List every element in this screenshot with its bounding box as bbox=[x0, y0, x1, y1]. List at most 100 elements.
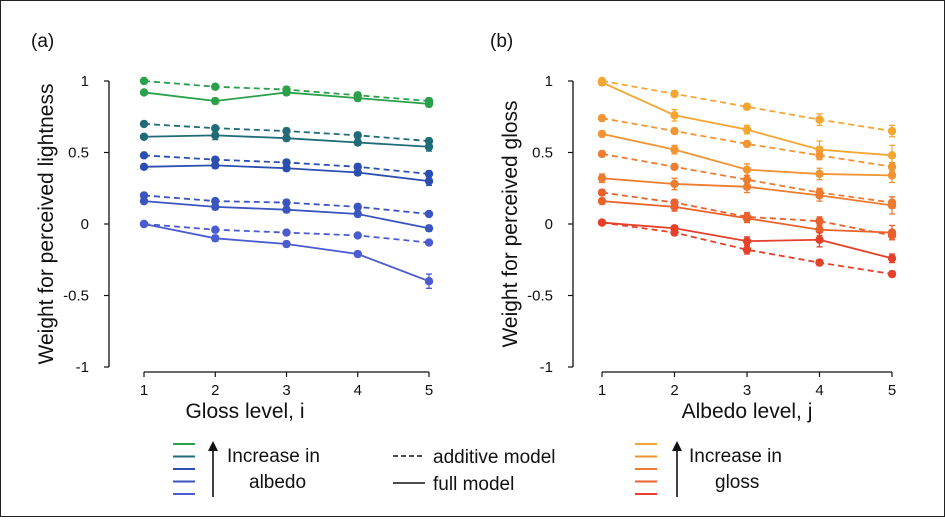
data-point bbox=[887, 269, 897, 279]
data-point bbox=[815, 216, 824, 226]
data-point bbox=[597, 78, 607, 87]
panel-a-ticks: 1 0.5 0 -0.5 -1 1 2 3 4 5 bbox=[63, 73, 433, 399]
panel-a-label: (a) bbox=[31, 31, 54, 52]
data-point bbox=[211, 234, 220, 243]
series-full bbox=[597, 173, 897, 215]
data-point bbox=[211, 123, 220, 133]
data-point bbox=[211, 82, 220, 91]
legend-gloss-text-1: Increase in bbox=[689, 446, 782, 467]
data-point bbox=[139, 76, 149, 86]
y-tick-label: -0.5 bbox=[63, 288, 89, 305]
data-point bbox=[815, 169, 824, 179]
series-full bbox=[597, 78, 897, 167]
series-full bbox=[139, 196, 434, 233]
data-point bbox=[139, 119, 149, 129]
data-point bbox=[742, 182, 752, 192]
y-tick-label: -1 bbox=[540, 359, 553, 376]
data-point bbox=[597, 174, 607, 183]
data-point bbox=[887, 126, 897, 136]
data-point bbox=[815, 191, 824, 200]
x-tick-label: 2 bbox=[670, 382, 678, 399]
x-tick-label: 2 bbox=[211, 382, 219, 399]
data-point bbox=[353, 138, 362, 147]
data-point bbox=[815, 258, 824, 267]
y-tick-label: 0 bbox=[545, 216, 553, 233]
data-point bbox=[887, 201, 897, 210]
data-point bbox=[597, 188, 607, 197]
data-point bbox=[211, 202, 220, 212]
x-tick-label: 3 bbox=[743, 382, 751, 399]
data-point bbox=[353, 93, 362, 103]
legend-albedo-swatches bbox=[173, 443, 195, 495]
panel-b: (b) 1 0.5 0 -0.5 -1 1 2 3 4 5 Albedo level, j Wei… bbox=[490, 31, 897, 423]
data-point bbox=[424, 238, 434, 247]
legend-gloss-text-2: gloss bbox=[715, 472, 759, 493]
series-full bbox=[139, 161, 434, 187]
data-point bbox=[670, 111, 679, 120]
data-point bbox=[353, 231, 362, 240]
data-point bbox=[139, 162, 149, 171]
y-tick-label: 1 bbox=[545, 73, 553, 90]
data-point bbox=[670, 126, 679, 136]
data-point bbox=[139, 219, 149, 229]
series-line bbox=[601, 221, 893, 275]
panel-b-ylabel: Weight for perceived gloss bbox=[499, 100, 522, 347]
data-point bbox=[670, 179, 679, 189]
y-tick-label: -0.5 bbox=[527, 288, 553, 305]
data-point bbox=[887, 162, 897, 171]
legend-gloss-arrow bbox=[672, 441, 682, 497]
legend: Increase in albedo additive model full m… bbox=[173, 441, 782, 497]
data-point bbox=[742, 175, 752, 184]
data-point bbox=[282, 205, 291, 214]
data-point bbox=[742, 165, 752, 174]
series-full bbox=[597, 196, 897, 241]
data-point bbox=[139, 151, 149, 160]
data-point bbox=[139, 88, 149, 97]
x-tick-label: 3 bbox=[282, 382, 290, 399]
panel-a-series bbox=[139, 76, 434, 290]
legend-albedo-arrow bbox=[208, 441, 218, 497]
data-point bbox=[424, 277, 434, 286]
data-point bbox=[139, 196, 149, 206]
data-point bbox=[282, 126, 291, 136]
y-tick-label: -1 bbox=[76, 359, 89, 376]
data-point bbox=[597, 218, 607, 227]
data-point bbox=[815, 151, 824, 160]
data-point bbox=[282, 198, 291, 207]
data-point bbox=[670, 162, 679, 171]
data-point bbox=[670, 89, 679, 99]
data-point bbox=[211, 225, 220, 234]
data-point bbox=[353, 131, 362, 140]
x-tick-label: 1 bbox=[140, 382, 148, 399]
series-full bbox=[139, 219, 434, 290]
data-point bbox=[815, 115, 824, 124]
data-point bbox=[211, 96, 220, 106]
data-point bbox=[670, 202, 679, 212]
data-point bbox=[887, 151, 897, 160]
series-line bbox=[601, 80, 893, 132]
data-point bbox=[597, 196, 607, 206]
data-point bbox=[211, 161, 220, 170]
data-point bbox=[353, 249, 362, 259]
panel-b-xlabel: Albedo level, j bbox=[682, 400, 813, 423]
data-point bbox=[742, 245, 752, 254]
series-additive bbox=[597, 76, 897, 138]
data-point bbox=[424, 169, 434, 179]
data-point bbox=[282, 134, 291, 143]
panel-b-label: (b) bbox=[490, 31, 513, 52]
data-point bbox=[353, 209, 362, 219]
data-point bbox=[597, 113, 607, 123]
series-line bbox=[601, 117, 893, 168]
data-point bbox=[353, 168, 362, 177]
series-line bbox=[601, 191, 893, 237]
data-point bbox=[353, 202, 362, 212]
legend-gloss-swatches bbox=[635, 443, 657, 495]
series-full bbox=[139, 88, 434, 109]
data-point bbox=[424, 142, 434, 151]
data-point bbox=[139, 132, 149, 141]
series-full bbox=[597, 218, 897, 264]
data-point bbox=[424, 224, 434, 233]
y-tick-label: 0.5 bbox=[68, 145, 89, 162]
data-point bbox=[887, 171, 897, 180]
